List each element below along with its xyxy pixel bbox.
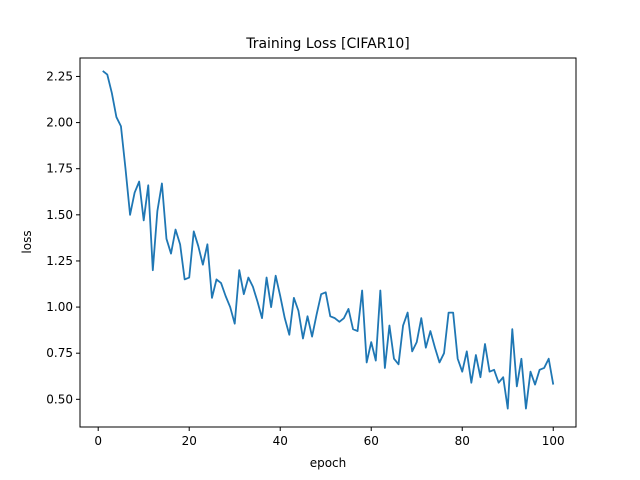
x-tick-label: 40 xyxy=(273,434,288,448)
y-tick-label: 1.00 xyxy=(46,300,73,314)
y-tick-label: 0.50 xyxy=(46,392,73,406)
x-tick-label: 20 xyxy=(182,434,197,448)
x-axis-label: epoch xyxy=(310,456,347,470)
y-tick-label: 1.75 xyxy=(46,162,73,176)
y-tick-label: 0.75 xyxy=(46,346,73,360)
x-tick-label: 0 xyxy=(94,434,102,448)
x-tick-label: 100 xyxy=(542,434,565,448)
chart-title: Training Loss [CIFAR10] xyxy=(245,36,410,52)
y-axis-label: loss xyxy=(20,230,34,253)
y-tick-label: 2.25 xyxy=(46,69,73,83)
x-tick-label: 60 xyxy=(364,434,379,448)
y-tick-label: 1.25 xyxy=(46,254,73,268)
plot-area-frame xyxy=(79,57,577,428)
y-tick-label: 2.00 xyxy=(46,116,73,130)
x-tick-label: 80 xyxy=(455,434,470,448)
y-tick-label: 1.50 xyxy=(46,208,73,222)
loss-series-line xyxy=(102,70,555,410)
